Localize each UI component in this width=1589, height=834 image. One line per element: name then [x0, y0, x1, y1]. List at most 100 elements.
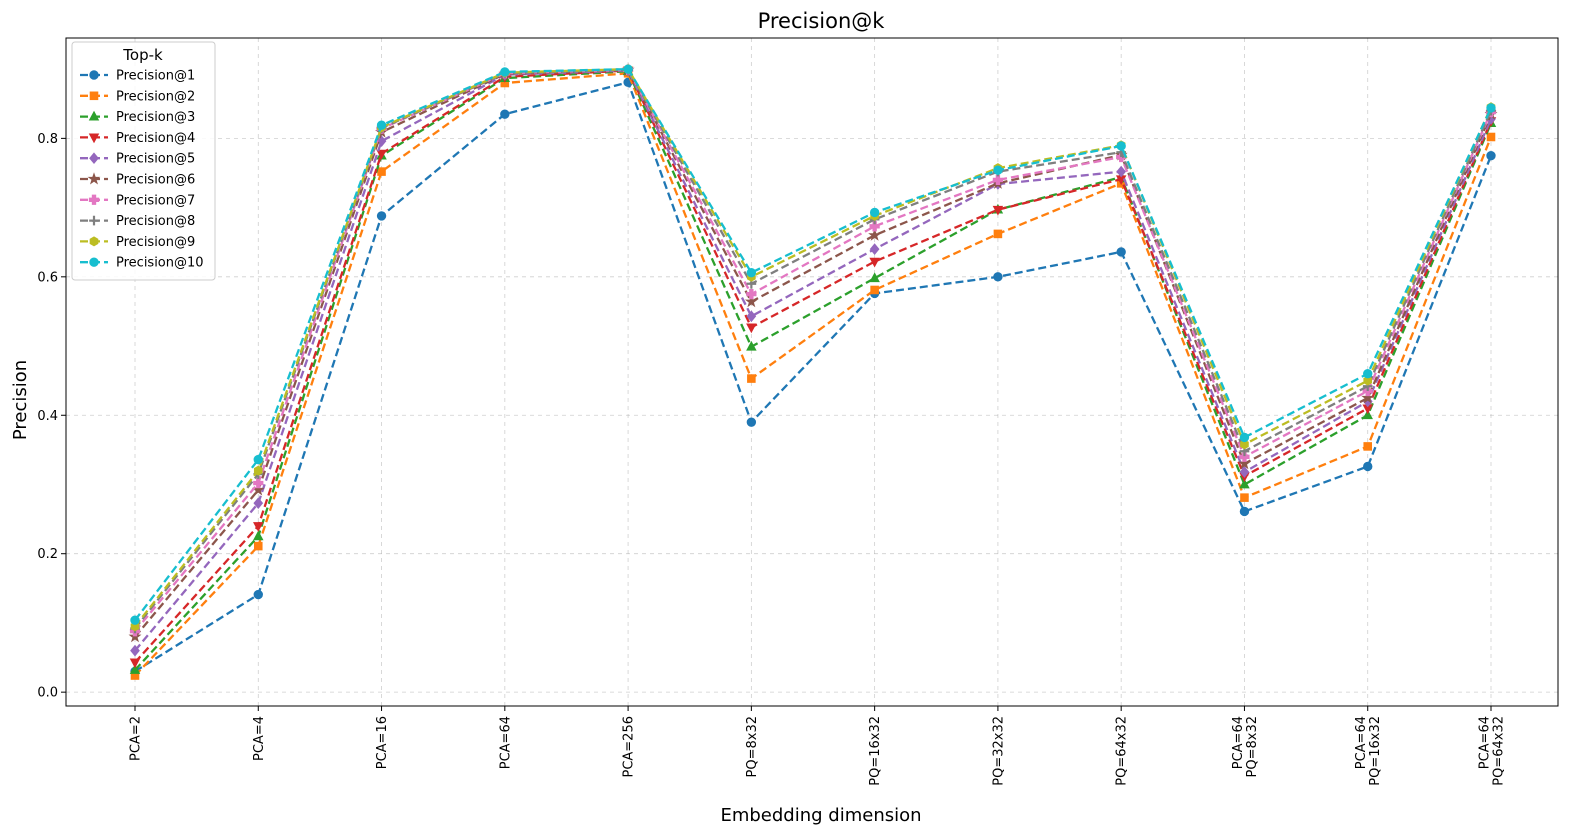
- legend-entry: Precision@9: [80, 235, 195, 250]
- x-tick-label-line: PQ=8x32: [745, 716, 760, 777]
- data-point: [869, 207, 880, 218]
- data-point: [87, 172, 101, 185]
- x-tick-label: PQ=16x32: [868, 716, 883, 786]
- y-tick-label: 0.0: [37, 686, 58, 701]
- x-tick-label-line: PQ=64x32: [1115, 716, 1130, 786]
- data-point: [129, 664, 141, 674]
- series-10: [130, 64, 1496, 625]
- plot-frame: [65, 37, 1559, 707]
- data-point: [376, 149, 387, 160]
- data-point: [993, 272, 1003, 282]
- data-point: [130, 615, 140, 625]
- series-line: [134, 67, 1493, 621]
- data-point: [1239, 432, 1250, 443]
- series-line: [134, 68, 1493, 638]
- x-tick-label-line: PQ=16x32: [868, 716, 883, 786]
- grid-lines: [66, 38, 1558, 706]
- series-1: [130, 77, 1496, 677]
- x-tick-label: PQ=32x32: [991, 716, 1006, 786]
- x-tick-label-line: PQ=32x32: [991, 716, 1006, 786]
- x-tick-label-line: PCA=64: [498, 716, 513, 769]
- legend-label: Precision@1: [116, 69, 195, 84]
- legend-label: Precision@2: [116, 89, 195, 104]
- data-point: [1363, 442, 1373, 451]
- x-tick-label: PCA=16: [375, 716, 390, 769]
- data-point: [1363, 369, 1373, 379]
- legend-entry: Precision@4: [80, 131, 195, 146]
- data-point: [1116, 141, 1126, 151]
- x-tick-label-line: PCA=64: [1231, 716, 1246, 769]
- data-point: [89, 257, 99, 267]
- data-point: [89, 236, 99, 247]
- legend-entry: Precision@3: [80, 110, 195, 125]
- data-point: [89, 152, 99, 165]
- data-point: [1239, 506, 1250, 517]
- data-point: [88, 110, 100, 121]
- data-point: [868, 228, 882, 241]
- y-tick-label: 0.6: [37, 270, 58, 285]
- data-point: [500, 109, 510, 119]
- legend-title: Top-k: [122, 46, 163, 64]
- legend-entry: Precision@7: [80, 193, 195, 208]
- x-tick-label: PCA=64 PQ=64x32: [1478, 716, 1507, 786]
- series-4: [129, 66, 1497, 669]
- data-point: [869, 221, 880, 232]
- data-point: [89, 91, 99, 101]
- x-tick-label-line: PQ=8x32: [1245, 716, 1260, 777]
- legend-label: Precision@7: [116, 193, 195, 208]
- data-point: [1239, 478, 1250, 489]
- data-point: [1363, 461, 1373, 472]
- data-point: [1116, 247, 1126, 257]
- series-9: [130, 64, 1496, 632]
- chart-title: Precision@k: [758, 9, 886, 33]
- legend-label: Precision@8: [116, 214, 195, 229]
- data-point: [869, 243, 880, 255]
- x-tick-label-line: PCA=64: [1354, 716, 1369, 769]
- data-point: [129, 658, 141, 669]
- series-layer: [128, 63, 1498, 680]
- data-point: [253, 465, 263, 476]
- data-point: [623, 64, 633, 74]
- data-point: [1239, 466, 1250, 478]
- x-tick-label: PCA=64 PQ=16x32: [1354, 716, 1383, 786]
- x-tick-label-line: PQ=64x32: [1492, 716, 1507, 786]
- data-point: [253, 522, 264, 532]
- data-point: [376, 211, 387, 221]
- series-line: [134, 69, 1493, 652]
- data-point: [1486, 132, 1496, 142]
- series-7: [129, 64, 1497, 637]
- data-point: [746, 267, 757, 278]
- data-point: [253, 454, 263, 465]
- x-tick-label: PCA=64 PQ=8x32: [1231, 716, 1260, 777]
- x-tick-label-line: PCA=256: [622, 716, 637, 778]
- data-point: [253, 530, 264, 541]
- data-point: [746, 289, 757, 300]
- data-point: [746, 417, 757, 427]
- x-tick-label: PQ=64x32: [1115, 716, 1130, 786]
- x-tick-label: PCA=256: [622, 716, 637, 778]
- legend-entry: Precision@6: [80, 172, 195, 188]
- data-point: [1240, 439, 1249, 450]
- data-point: [746, 310, 757, 323]
- data-point: [253, 477, 264, 489]
- data-point: [1239, 451, 1250, 462]
- y-axis-title: Precision: [10, 360, 31, 440]
- legend-label: Precision@6: [116, 173, 195, 188]
- legend: Top-k Precision@1 Precision@2 Precision@3 Pr…: [71, 41, 216, 281]
- x-axis-title: Embedding dimension: [720, 805, 921, 826]
- data-point: [993, 165, 1003, 175]
- data-point: [376, 120, 387, 130]
- x-tick-label-line: PCA=2: [129, 716, 144, 761]
- legend-entry: Precision@2: [80, 89, 195, 104]
- data-point: [1361, 391, 1375, 404]
- data-point: [869, 272, 880, 283]
- x-tick-label-line: PCA=64: [1478, 716, 1493, 769]
- x-tick-label-line: PQ=16x32: [1368, 716, 1383, 786]
- series-2: [130, 69, 1496, 680]
- data-point: [253, 497, 264, 509]
- y-tick-label: 0.2: [37, 547, 58, 562]
- x-tick-label: PQ=8x32: [745, 716, 760, 777]
- data-point: [993, 229, 1003, 239]
- data-point: [130, 644, 140, 657]
